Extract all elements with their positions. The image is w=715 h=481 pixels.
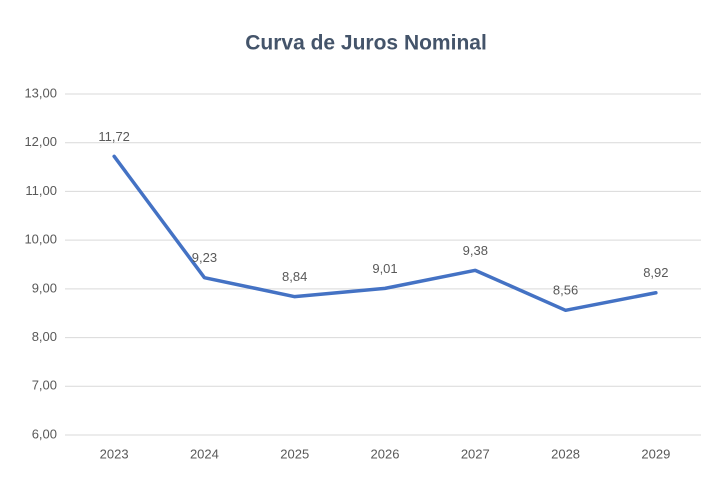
x-tick-label: 2027 [461,446,490,461]
x-tick-label: 2028 [551,446,580,461]
y-tick-label: 7,00 [32,378,57,393]
x-tick-label: 2026 [371,446,400,461]
y-tick-label: 6,00 [32,426,57,441]
data-label: 11,72 [98,129,130,144]
data-label: 9,38 [463,243,488,258]
x-tick-label: 2029 [641,446,670,461]
x-tick-label: 2023 [100,446,129,461]
data-label: 8,84 [282,269,307,284]
y-tick-label: 10,00 [24,232,57,247]
data-line [112,154,658,313]
y-tick-label: 8,00 [32,329,57,344]
data-label: 9,01 [372,261,397,276]
y-tick-label: 11,00 [25,183,57,198]
y-tick-label: 9,00 [32,280,57,295]
data-label: 9,23 [192,250,217,265]
y-tick-label: 12,00 [24,134,57,149]
y-tick-label: 13,00 [24,85,57,100]
chart-title: Curva de Juros Nominal [245,32,487,55]
x-tick-label: 2025 [280,446,309,461]
data-label: 8,56 [553,283,578,298]
x-tick-label: 2024 [190,446,219,461]
data-label: 8,92 [643,265,668,280]
